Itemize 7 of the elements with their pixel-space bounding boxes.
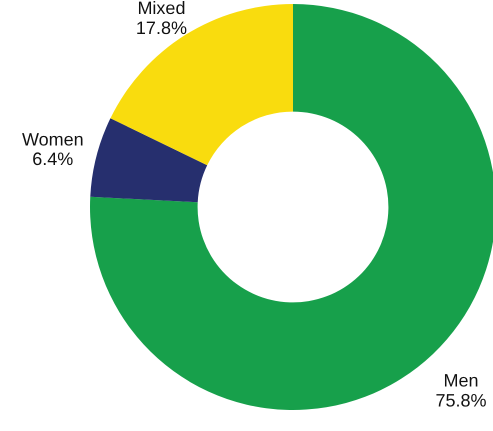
slice-label: Mixed — [137, 0, 186, 18]
slice-label: Men — [443, 370, 479, 391]
slice-label: Women — [22, 129, 84, 150]
donut-slice — [90, 118, 208, 202]
data-label: 17.8% — [136, 18, 187, 38]
data-label: 6.4% — [32, 149, 74, 170]
data-label: 75.8% — [435, 390, 487, 411]
